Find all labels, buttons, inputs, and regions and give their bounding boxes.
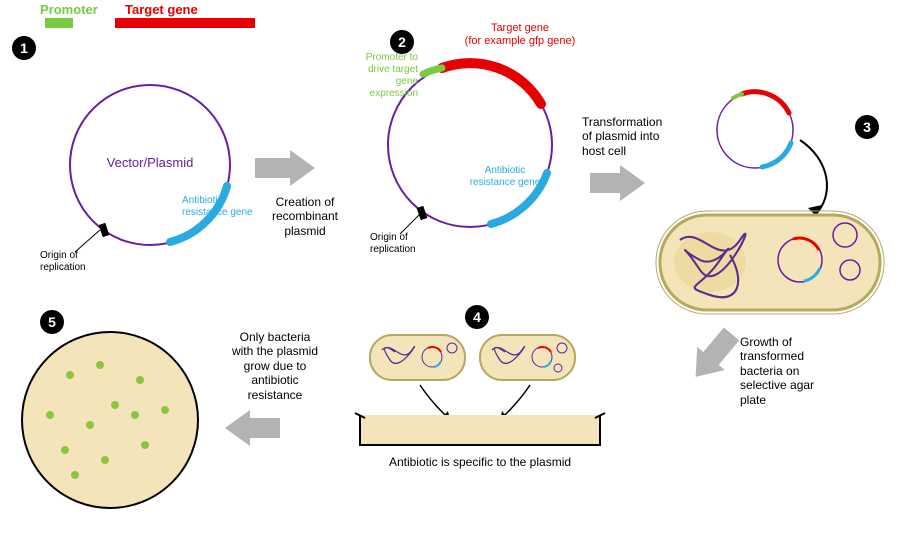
caption-growth: Growth of transformed bacteria on select…	[740, 335, 850, 407]
arrow-3-4	[680, 330, 740, 390]
diagram-stage: Promoter Target gene 1 2 3 4 5 Vector/Pl…	[0, 0, 900, 535]
colony-plate	[0, 0, 250, 535]
caption-antibiotic-specific: Antibiotic is specific to the plasmid	[370, 455, 590, 469]
